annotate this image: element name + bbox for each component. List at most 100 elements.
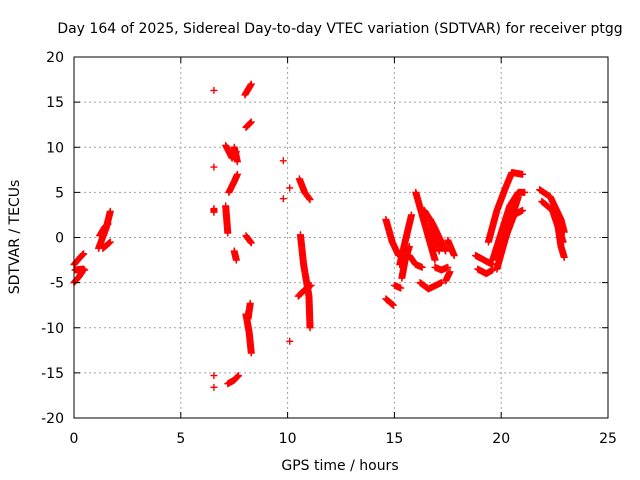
y-tick-label: 15 — [46, 95, 64, 111]
data-point — [405, 243, 413, 251]
data-point — [519, 206, 527, 214]
data-point — [389, 301, 397, 309]
data-point — [514, 193, 522, 201]
data-point — [78, 251, 86, 259]
series-arc-37 — [416, 279, 445, 293]
data-point — [244, 315, 252, 323]
data-point — [224, 229, 232, 237]
data-point — [279, 157, 287, 165]
data-point — [489, 266, 497, 274]
x-axis-label: GPS time / hours — [281, 458, 398, 474]
data-point — [234, 372, 242, 380]
x-tick-label: 20 — [492, 431, 510, 447]
data-point — [247, 239, 255, 247]
x-tick-label: 10 — [279, 431, 297, 447]
x-tick-label: 15 — [385, 431, 403, 447]
data-point — [105, 239, 113, 247]
series-arc-45 — [484, 169, 527, 246]
y-tick-labels: -20 -15 -10 -5 0 5 10 15 20 — [41, 50, 64, 427]
data-point — [306, 324, 314, 332]
data-point — [210, 372, 218, 380]
data-point — [279, 195, 287, 203]
series-arc-40 — [431, 263, 452, 274]
y-tick-label: -5 — [50, 276, 64, 292]
series-arc-19 — [242, 118, 255, 131]
series-arc-44 — [474, 265, 497, 278]
data-point — [247, 80, 255, 88]
series-arc-35 — [405, 252, 426, 271]
y-tick-label: -20 — [41, 411, 64, 427]
data-point — [234, 372, 242, 380]
data-point — [521, 188, 529, 196]
data-point — [81, 266, 89, 274]
data-point — [446, 268, 454, 276]
series-arc-01 — [70, 250, 88, 269]
data-point — [407, 211, 415, 219]
data-point — [307, 281, 315, 289]
y-tick-label: 5 — [55, 185, 64, 201]
series-arc-31 — [382, 295, 397, 309]
data-point — [106, 207, 114, 215]
series-arc-29 — [294, 281, 315, 300]
series-arc-30 — [382, 215, 403, 260]
data-point — [233, 170, 241, 178]
axis-ticks — [73, 56, 609, 419]
series-arc-39 — [420, 206, 450, 255]
series-arc-25 — [286, 184, 294, 192]
series-arc-34 — [398, 243, 413, 282]
series-arc-51 — [553, 214, 568, 261]
data-point — [247, 349, 255, 357]
data-point — [210, 86, 218, 94]
y-axis-label: SDTVAR / TECUs — [7, 180, 23, 295]
series-arc-24 — [279, 195, 287, 203]
series-arc-26 — [286, 337, 294, 345]
series-arc-20 — [242, 232, 255, 247]
series-arc-06 — [99, 238, 114, 252]
data-point — [246, 120, 254, 128]
series-arc-36 — [412, 188, 439, 264]
data-point — [80, 250, 88, 258]
series-arc-18 — [241, 80, 255, 99]
series-arc-16 — [230, 247, 240, 264]
data-point — [418, 263, 426, 271]
series-arc-03 — [71, 265, 89, 274]
data-point — [306, 196, 314, 204]
y-tick-label: -15 — [41, 366, 64, 382]
x-tick-labels: 0 5 10 15 20 25 — [70, 431, 617, 447]
series-arc-09 — [210, 205, 218, 216]
x-tick-label: 0 — [70, 431, 79, 447]
data-point — [442, 247, 450, 255]
data-point — [435, 247, 443, 255]
data-point — [210, 208, 218, 216]
data-point — [210, 163, 218, 171]
y-tick-label: 10 — [46, 140, 64, 156]
series-arc-48 — [495, 193, 522, 264]
data-point — [247, 119, 255, 127]
series-arc-21 — [242, 310, 255, 357]
data-points — [70, 80, 568, 391]
series-arc-43 — [472, 252, 497, 269]
data-point — [104, 220, 112, 228]
grid — [74, 57, 608, 418]
data-point — [210, 383, 218, 391]
data-point — [233, 158, 241, 166]
series-arc-10 — [210, 372, 218, 380]
series-arc-22 — [244, 299, 254, 323]
data-point — [437, 279, 445, 287]
series-arc-05 — [96, 220, 112, 240]
series-arc-23 — [279, 157, 287, 165]
data-point — [79, 250, 87, 258]
y-tick-label: -10 — [41, 321, 64, 337]
series-arc-33 — [396, 211, 415, 269]
data-point — [397, 284, 405, 292]
series-arc-32 — [390, 281, 405, 292]
data-point — [232, 256, 240, 264]
data-point — [286, 337, 294, 345]
x-tick-label: 25 — [599, 431, 617, 447]
y-tick-label: 20 — [46, 50, 64, 66]
x-tick-label: 5 — [176, 431, 185, 447]
data-point — [560, 253, 568, 261]
data-point — [519, 170, 527, 178]
